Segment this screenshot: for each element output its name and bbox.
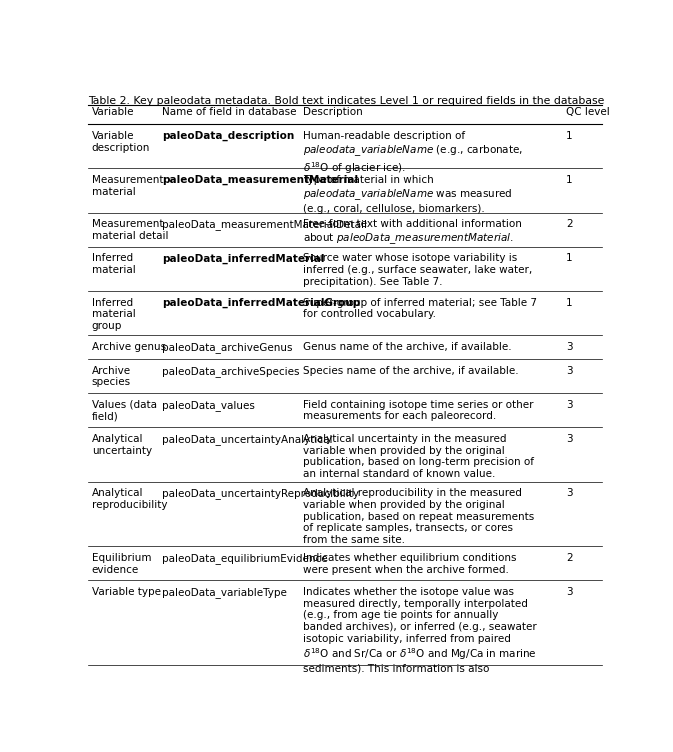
Text: Measurement
material: Measurement material [92,175,163,197]
Text: 3: 3 [566,488,573,499]
Text: 2: 2 [566,220,573,229]
Text: Source water whose isotope variability is
inferred (e.g., surface seawater, lake: Source water whose isotope variability i… [303,253,532,287]
Text: Analytical
reproducibility: Analytical reproducibility [92,488,167,510]
Text: paleoData_inferredMaterial: paleoData_inferredMaterial [162,253,324,264]
Text: paleoData_archiveGenus: paleoData_archiveGenus [162,342,293,353]
Text: Species name of the archive, if available.: Species name of the archive, if availabl… [303,365,518,376]
Text: Type of material in which
$\it{paleodata\_variableName}$ was measured
(e.g., cor: Type of material in which $\it{paleodata… [303,175,513,214]
Text: QC level: QC level [566,108,610,117]
Text: paleoData_measurementMaterialDetail: paleoData_measurementMaterialDetail [162,220,367,230]
Text: 1: 1 [566,131,573,141]
Text: 1: 1 [566,175,573,185]
Text: 2: 2 [566,553,573,563]
Text: 3: 3 [566,587,573,597]
Text: Variable
description: Variable description [92,131,150,153]
Text: Description: Description [303,108,363,117]
Text: paleoData_archiveSpecies: paleoData_archiveSpecies [162,365,299,377]
Text: paleoData_equilibriumEvidence: paleoData_equilibriumEvidence [162,553,328,564]
Text: paleoData_values: paleoData_values [162,400,255,411]
Text: Analytical reproducibility in the measured
variable when provided by the origina: Analytical reproducibility in the measur… [303,488,534,544]
Text: Inferred
material
group: Inferred material group [92,298,135,331]
Text: Analytical uncertainty in the measured
variable when provided by the original
pu: Analytical uncertainty in the measured v… [303,434,534,479]
Text: 3: 3 [566,365,573,376]
Text: Name of field in database: Name of field in database [162,108,297,117]
Text: Archive
species: Archive species [92,365,131,387]
Text: 3: 3 [566,434,573,444]
Text: 3: 3 [566,342,573,352]
Text: Archive genus: Archive genus [92,342,166,352]
Text: Measurement
material detail: Measurement material detail [92,220,168,241]
Text: paleoData_description: paleoData_description [162,131,294,141]
Text: Indicates whether equilibrium conditions
were present when the archive formed.: Indicates whether equilibrium conditions… [303,553,516,575]
Text: paleoData_inferredMaterialGroup: paleoData_inferredMaterialGroup [162,298,360,308]
Text: Indicates whether the isotope value was
measured directly, temporally interpolat: Indicates whether the isotope value was … [303,587,536,673]
Text: Values (data
field): Values (data field) [92,400,157,421]
Text: Table 2. Key paleodata metadata. Bold text indicates Level 1 or required fields : Table 2. Key paleodata metadata. Bold te… [88,96,604,105]
Text: Field containing isotope time series or other
measurements for each paleorecord.: Field containing isotope time series or … [303,400,534,421]
Text: paleoData_measurementMaterial: paleoData_measurementMaterial [162,175,358,186]
Text: 3: 3 [566,400,573,410]
Text: paleoData_uncertaintyAnalytical: paleoData_uncertaintyAnalytical [162,434,332,445]
Text: Variable: Variable [92,108,134,117]
Text: Equilibrium
evidence: Equilibrium evidence [92,553,151,575]
Text: Variable type: Variable type [92,587,161,597]
Text: Human-readable description of
$\it{paleodata\_variableName}$ (e.g., carbonate,
$: Human-readable description of $\it{paleo… [303,131,523,176]
Text: paleoData_uncertaintyReproducibility: paleoData_uncertaintyReproducibility [162,488,359,499]
Text: Free-form text with additional information
about $\it{paleoData\_measurementMate: Free-form text with additional informati… [303,220,522,246]
Text: Analytical
uncertainty: Analytical uncertainty [92,434,152,456]
Text: paleoData_variableType: paleoData_variableType [162,587,287,598]
Text: 1: 1 [566,298,573,308]
Text: Inferred
material: Inferred material [92,253,135,275]
Text: Super-group of inferred material; see Table 7
for controlled vocabulary.: Super-group of inferred material; see Ta… [303,298,537,320]
Text: 1: 1 [566,253,573,263]
Text: Genus name of the archive, if available.: Genus name of the archive, if available. [303,342,511,352]
